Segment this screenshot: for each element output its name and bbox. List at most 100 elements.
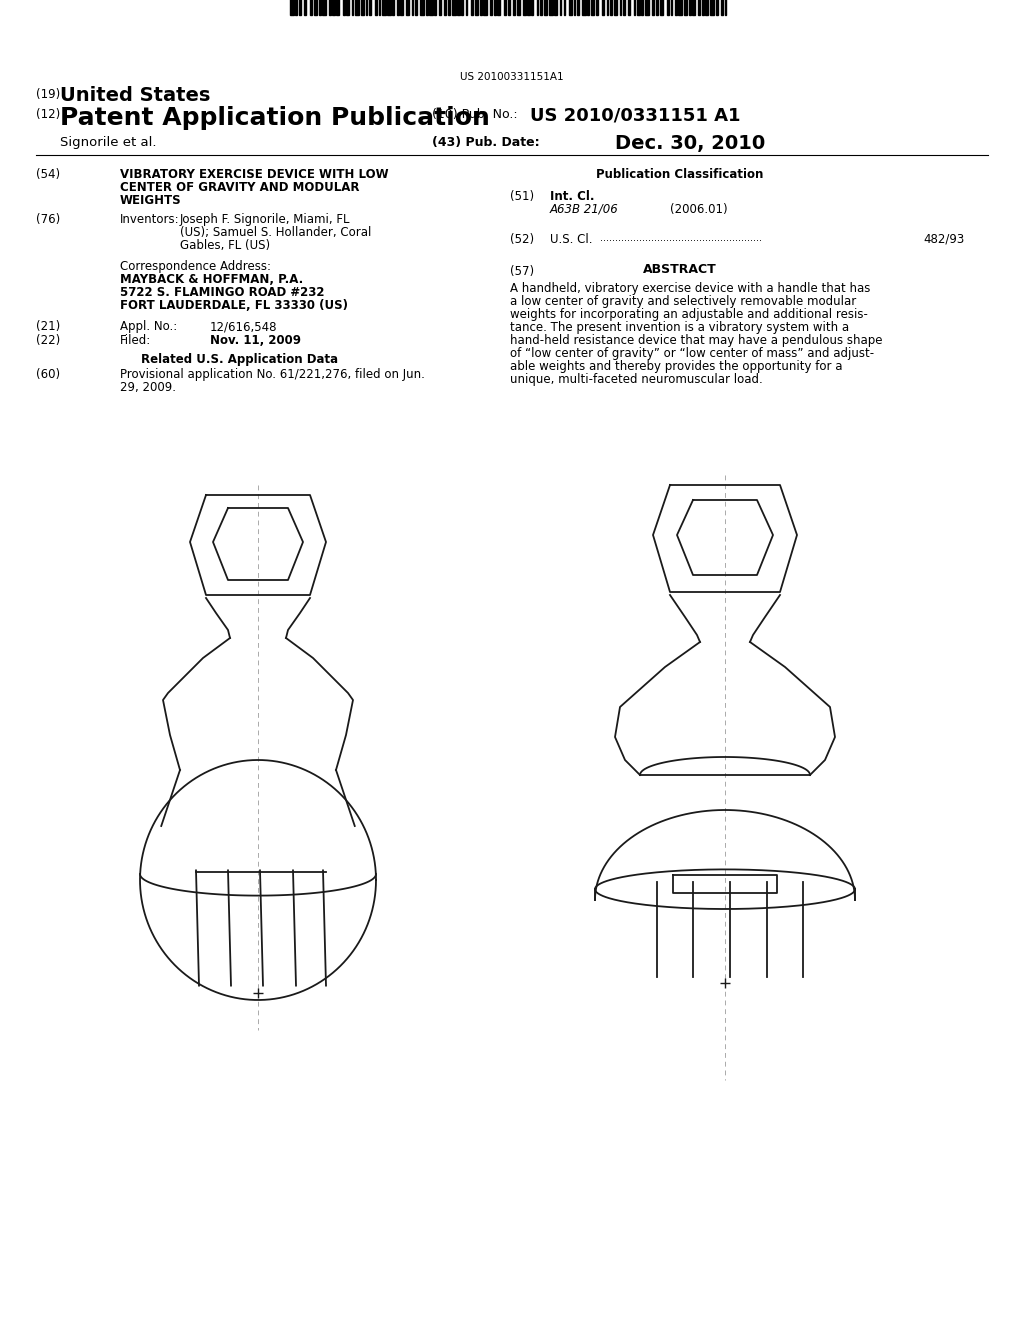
Bar — [678, 0, 682, 15]
Text: CENTER OF GRAVITY AND MODULAR: CENTER OF GRAVITY AND MODULAR — [120, 181, 359, 194]
Bar — [554, 0, 557, 15]
Bar — [527, 0, 529, 15]
Text: U.S. Cl.: U.S. Cl. — [550, 234, 593, 246]
Bar — [387, 0, 391, 15]
Bar — [426, 0, 428, 15]
Text: US 2010/0331151 A1: US 2010/0331151 A1 — [530, 107, 740, 125]
Bar — [675, 0, 677, 15]
Bar — [573, 0, 575, 15]
Bar — [434, 0, 435, 15]
Text: (54): (54) — [36, 168, 60, 181]
Text: (12): (12) — [36, 108, 60, 121]
Bar — [355, 0, 359, 15]
Bar — [483, 0, 487, 15]
Bar — [706, 0, 709, 15]
Bar — [634, 0, 635, 15]
Bar — [429, 0, 432, 15]
Bar — [490, 0, 492, 15]
Text: Inventors:: Inventors: — [120, 213, 179, 226]
Bar — [582, 0, 586, 15]
Text: FORT LAUDERDALE, FL 33330 (US): FORT LAUDERDALE, FL 33330 (US) — [120, 300, 348, 312]
Bar — [606, 0, 608, 15]
Bar — [457, 0, 460, 15]
Bar — [531, 0, 532, 15]
Bar — [471, 0, 473, 15]
Bar — [420, 0, 424, 15]
Bar — [379, 0, 380, 15]
Bar — [513, 0, 515, 15]
Text: unique, multi-faceted neuromuscular load.: unique, multi-faceted neuromuscular load… — [510, 374, 763, 385]
Bar — [412, 0, 414, 15]
Text: A handheld, vibratory exercise device with a handle that has: A handheld, vibratory exercise device wi… — [510, 282, 870, 294]
Bar — [290, 0, 294, 15]
Text: of “low center of gravity” or “low center of mass” and adjust-: of “low center of gravity” or “low cente… — [510, 347, 874, 360]
Text: United States: United States — [60, 86, 210, 106]
Bar — [656, 0, 657, 15]
Bar — [721, 0, 723, 15]
Bar — [588, 0, 589, 15]
Text: able weights and thereby provides the opportunity for a: able weights and thereby provides the op… — [510, 360, 843, 374]
Bar — [560, 0, 561, 15]
Bar — [692, 0, 694, 15]
Text: (21): (21) — [36, 319, 60, 333]
Text: ......................................................: ........................................… — [600, 234, 762, 243]
Bar — [522, 0, 525, 15]
Bar — [397, 0, 398, 15]
Text: (60): (60) — [36, 368, 60, 381]
Text: Appl. No.:: Appl. No.: — [120, 319, 177, 333]
Bar — [498, 0, 501, 15]
Bar — [725, 0, 726, 15]
Text: Gables, FL (US): Gables, FL (US) — [180, 239, 270, 252]
Text: Int. Cl.: Int. Cl. — [550, 190, 595, 203]
Text: Filed:: Filed: — [120, 334, 152, 347]
Bar — [637, 0, 640, 15]
Text: 12/616,548: 12/616,548 — [210, 319, 278, 333]
Bar — [318, 0, 321, 15]
Bar — [623, 0, 626, 15]
Text: (76): (76) — [36, 213, 60, 226]
Bar — [295, 0, 297, 15]
Bar — [314, 0, 317, 15]
Text: (22): (22) — [36, 334, 60, 347]
Bar — [596, 0, 598, 15]
Bar — [549, 0, 553, 15]
Text: Joseph F. Signorile, Miami, FL: Joseph F. Signorile, Miami, FL — [180, 213, 350, 226]
Bar — [383, 0, 386, 15]
Text: (43) Pub. Date:: (43) Pub. Date: — [432, 136, 540, 149]
Bar — [684, 0, 687, 15]
Text: Correspondence Address:: Correspondence Address: — [120, 260, 271, 273]
Bar — [710, 0, 714, 15]
Bar — [466, 0, 467, 15]
Text: Provisional application No. 61/221,276, filed on Jun.: Provisional application No. 61/221,276, … — [120, 368, 425, 381]
Bar — [508, 0, 510, 15]
Bar — [336, 0, 339, 15]
Bar — [360, 0, 364, 15]
Bar — [323, 0, 327, 15]
Bar — [400, 0, 402, 15]
Bar — [444, 0, 446, 15]
Bar — [716, 0, 718, 15]
Text: (57): (57) — [510, 265, 535, 279]
Text: Related U.S. Application Data: Related U.S. Application Data — [141, 352, 339, 366]
Bar — [392, 0, 394, 15]
Bar — [346, 0, 348, 15]
Bar — [370, 0, 371, 15]
Bar — [343, 0, 345, 15]
Bar — [504, 0, 506, 15]
Text: Publication Classification: Publication Classification — [596, 168, 764, 181]
Text: VIBRATORY EXERCISE DEVICE WITH LOW: VIBRATORY EXERCISE DEVICE WITH LOW — [120, 168, 389, 181]
Bar — [659, 0, 663, 15]
Bar — [671, 0, 672, 15]
Bar — [698, 0, 700, 15]
Text: hand-held resistance device that may have a pendulous shape: hand-held resistance device that may hav… — [510, 334, 883, 347]
Bar — [310, 0, 311, 15]
Bar — [439, 0, 441, 15]
Bar — [351, 0, 353, 15]
Bar — [540, 0, 542, 15]
Bar — [591, 0, 594, 15]
Text: 482/93: 482/93 — [924, 234, 965, 246]
Text: (19): (19) — [36, 88, 60, 102]
Bar — [569, 0, 572, 15]
Bar — [299, 0, 301, 15]
Bar — [620, 0, 622, 15]
